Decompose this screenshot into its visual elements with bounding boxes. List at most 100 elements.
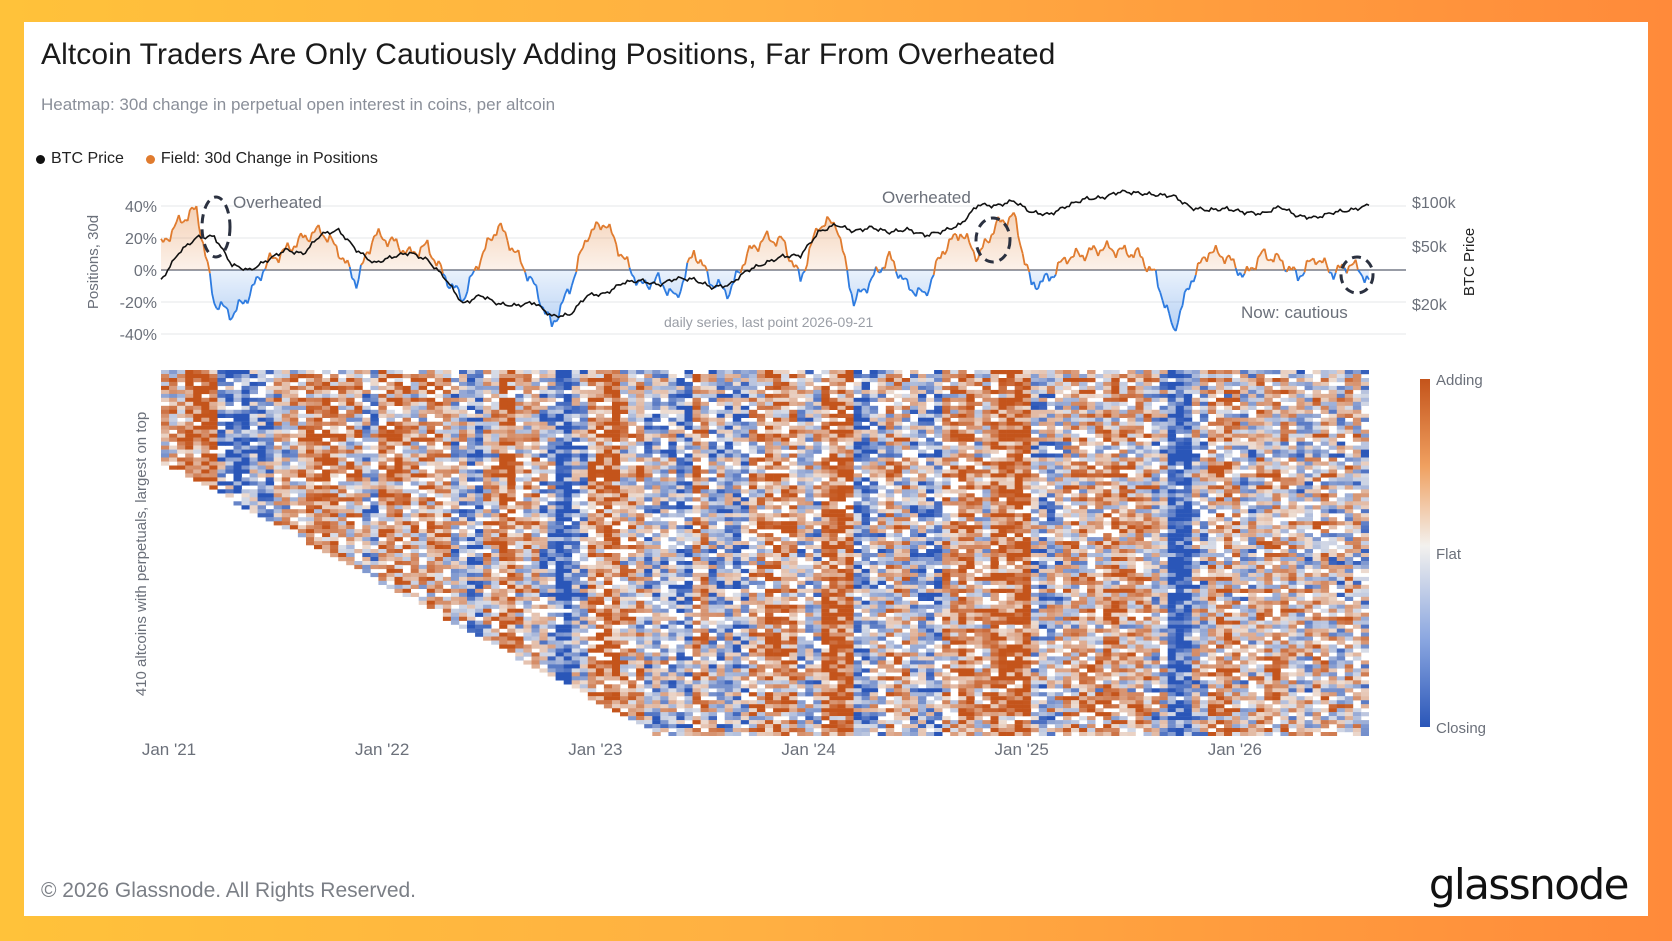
heatmap-cell xyxy=(660,696,669,701)
heatmap-cell xyxy=(765,501,774,506)
heatmap-cell xyxy=(459,509,468,514)
legend-item-positions[interactable]: Field: 30d Change in Positions xyxy=(145,150,378,168)
heatmap-cell xyxy=(579,509,589,514)
heatmap-cell xyxy=(450,413,460,418)
heatmap-cell xyxy=(233,457,242,462)
heatmap-cell xyxy=(459,497,468,502)
positions-line-segment xyxy=(604,226,608,229)
heatmap-cell xyxy=(169,389,178,395)
heatmap-cell xyxy=(507,537,516,542)
heatmap-cell xyxy=(579,421,589,426)
heatmap-cell xyxy=(571,409,581,414)
heatmap-cell xyxy=(483,389,492,395)
heatmap-cell xyxy=(201,425,210,430)
heatmap-cell xyxy=(595,465,605,470)
heatmap-cell xyxy=(579,517,589,522)
positions-line-segment xyxy=(686,257,691,264)
positions-line-segment xyxy=(724,289,729,300)
heatmap-cell xyxy=(515,600,524,605)
heatmap-cell xyxy=(370,572,379,578)
heatmap-cell xyxy=(773,525,782,530)
heatmap-cell xyxy=(676,656,685,661)
heatmap-cell xyxy=(249,413,258,418)
heatmap-cell xyxy=(418,457,428,462)
heatmap-cell xyxy=(297,453,307,458)
heatmap-cell xyxy=(491,612,500,617)
heatmap-cell xyxy=(467,513,476,518)
heatmap-cell xyxy=(612,485,621,490)
heatmap-cell xyxy=(676,433,685,438)
heatmap-cell xyxy=(652,481,661,486)
legend-item-btc[interactable]: BTC Price xyxy=(36,150,124,168)
heatmap-cell xyxy=(732,608,742,613)
heatmap-cell xyxy=(410,378,420,383)
positions-line-segment xyxy=(457,288,462,301)
heatmap-cell xyxy=(539,545,548,550)
heatmap-cell xyxy=(587,493,597,498)
heatmap-cell xyxy=(724,509,734,514)
heatmap-cell xyxy=(459,592,468,597)
heatmap-cell xyxy=(314,453,323,458)
heatmap-cell xyxy=(579,378,589,383)
positions-line-segment xyxy=(904,277,908,281)
heatmap-cell xyxy=(773,505,782,510)
heatmap-cell xyxy=(418,425,428,430)
positions-line-segment xyxy=(1294,269,1299,282)
heatmap-cell xyxy=(241,457,250,462)
heatmap-cell xyxy=(450,509,460,514)
heatmap-cell xyxy=(644,604,653,609)
heatmap-cell xyxy=(555,378,564,383)
heatmap-cell xyxy=(595,529,605,534)
heatmap-cell xyxy=(676,692,685,697)
heatmap-cell xyxy=(185,401,194,406)
heatmap-cell xyxy=(346,437,355,442)
heatmap-cell xyxy=(676,684,685,689)
heatmap-cell xyxy=(628,370,637,375)
heatmap-cell xyxy=(273,461,283,466)
heatmap-cell xyxy=(668,481,677,486)
heatmap-cell xyxy=(402,393,411,399)
heatmap-cell xyxy=(386,465,395,470)
heatmap-cell xyxy=(676,541,685,546)
heatmap-cell xyxy=(676,628,685,633)
heatmap-cell xyxy=(418,553,428,558)
heatmap-cell xyxy=(773,389,782,395)
heatmap-cell xyxy=(378,473,387,478)
heatmap-cell xyxy=(201,421,210,426)
positions-line-segment xyxy=(235,299,240,311)
heatmap-cell xyxy=(724,608,734,613)
heatmap-cell xyxy=(789,374,798,379)
positions-line-segment xyxy=(1086,247,1091,256)
heatmap-cell xyxy=(563,656,573,661)
heatmap-cell xyxy=(603,509,613,514)
heatmap-cell xyxy=(773,652,782,657)
heatmap-cell xyxy=(603,696,613,701)
heatmap-cell xyxy=(732,580,742,585)
heatmap-cell xyxy=(587,696,597,701)
heatmap-cell xyxy=(442,612,452,617)
heatmap-cell xyxy=(547,517,556,522)
heatmap-cell xyxy=(418,505,428,510)
heatmap-cell xyxy=(773,696,782,701)
heatmap-cell xyxy=(571,533,581,538)
heatmap-cell xyxy=(539,497,548,502)
heatmap-cell xyxy=(620,628,629,633)
heatmap-cell xyxy=(587,378,597,383)
heatmap-cell xyxy=(354,477,363,482)
heatmap-cell xyxy=(620,529,629,534)
heatmap-cell xyxy=(523,628,532,633)
heatmap-cell xyxy=(765,624,774,629)
heatmap-cell xyxy=(756,521,766,526)
heatmap-cell xyxy=(499,632,508,637)
heatmap-cell xyxy=(700,561,709,566)
heatmap-cell xyxy=(402,461,411,466)
heatmap-cell xyxy=(531,521,540,526)
heatmap-cell xyxy=(595,425,605,430)
positions-line-segment xyxy=(902,277,906,281)
heatmap-cell xyxy=(507,600,516,605)
positions-line-segment xyxy=(1154,270,1159,288)
heatmap-cell xyxy=(668,409,677,414)
heatmap-cell xyxy=(587,489,597,494)
heatmap-cell xyxy=(700,469,709,474)
positions-line-segment xyxy=(1157,286,1162,293)
